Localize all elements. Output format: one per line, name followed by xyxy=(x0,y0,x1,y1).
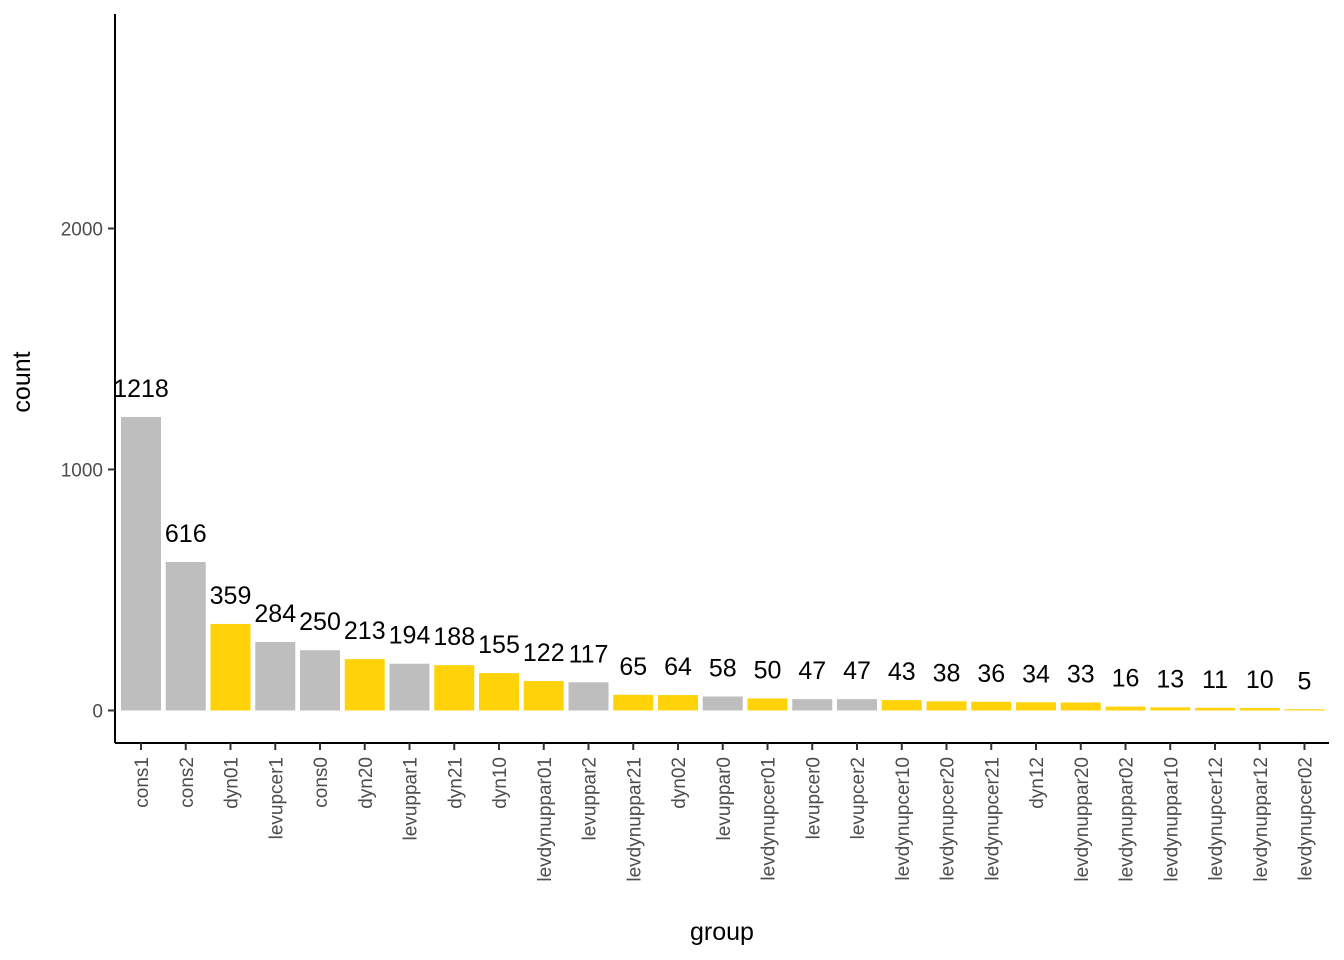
x-tick-label-levupcer0: levupcer0 xyxy=(803,757,824,839)
bar-levuppar2 xyxy=(568,682,609,711)
data-label-levupcer0: 47 xyxy=(798,657,826,685)
x-tick-label-levdynupcer10: levdynupcer10 xyxy=(893,757,914,881)
data-label-cons0: 250 xyxy=(299,608,341,636)
data-label-cons1: 1218 xyxy=(113,375,169,403)
data-label-levdynupcer20: 38 xyxy=(933,659,961,687)
x-axis-title: group xyxy=(690,918,754,946)
y-tick-label-2000: 2000 xyxy=(61,219,103,240)
data-label-dyn12: 34 xyxy=(1022,660,1050,688)
bar-levdynupcer10 xyxy=(881,700,922,711)
y-axis-title: count xyxy=(8,351,36,412)
bar-levdynuppar21 xyxy=(613,694,654,711)
y-tick-label-0: 0 xyxy=(92,701,103,722)
bar-dyn01 xyxy=(210,623,251,711)
data-label-levuppar2: 117 xyxy=(569,640,609,668)
data-label-levdynuppar02: 16 xyxy=(1112,665,1140,693)
bar-levdynuppar12 xyxy=(1239,708,1280,711)
bar-levdynuppar02 xyxy=(1105,706,1146,711)
data-label-levdynuppar10: 13 xyxy=(1156,665,1184,693)
x-tick-label-levdynupcer01: levdynupcer01 xyxy=(759,757,780,881)
data-label-levdynupcer02: 5 xyxy=(1298,667,1312,695)
data-label-levdynupcer21: 36 xyxy=(977,660,1005,688)
x-tick-label-levupcer2: levupcer2 xyxy=(848,757,869,839)
bar-levdynuppar01 xyxy=(523,681,564,711)
x-tick-label-cons1: cons1 xyxy=(132,757,153,808)
bar-levdynuppar20 xyxy=(1060,702,1101,711)
bar-levuppar0 xyxy=(702,696,743,711)
data-label-levdynuppar01: 122 xyxy=(523,639,565,667)
data-label-dyn02: 64 xyxy=(664,653,692,681)
data-label-levupcer2: 47 xyxy=(843,657,871,685)
data-label-dyn10: 155 xyxy=(478,631,520,659)
bar-levdynupcer21 xyxy=(971,701,1012,711)
x-tick-label-levdynupcer20: levdynupcer20 xyxy=(938,757,959,881)
bar-cons0 xyxy=(300,650,340,711)
bar-levdynupcer01 xyxy=(747,698,788,711)
bar-dyn12 xyxy=(1016,702,1056,711)
data-label-levdynuppar21: 65 xyxy=(619,653,647,681)
bar-levupcer2 xyxy=(837,699,877,711)
bars-group xyxy=(121,416,1325,711)
x-tick-label-cons2: cons2 xyxy=(177,757,198,808)
bar-levdynupcer12 xyxy=(1195,707,1235,711)
x-tick-label-dyn01: dyn01 xyxy=(222,757,243,809)
x-tick-label-levdynuppar21: levdynuppar21 xyxy=(624,757,645,882)
x-tick-label-levuppar1: levuppar1 xyxy=(401,757,422,840)
bar-dyn10 xyxy=(479,673,519,711)
data-label-levdynupcer10: 43 xyxy=(888,658,916,686)
y-tick-label-1000: 1000 xyxy=(61,460,103,481)
x-tick-label-levdynuppar20: levdynuppar20 xyxy=(1072,757,1093,882)
bar-cons2 xyxy=(165,562,206,711)
x-tick-label-levdynupcer12: levdynupcer12 xyxy=(1206,757,1227,881)
data-label-levdynuppar20: 33 xyxy=(1067,661,1095,689)
x-tick-label-levdynuppar02: levdynuppar02 xyxy=(1117,757,1138,882)
x-tick-label-levdynupcer02: levdynupcer02 xyxy=(1296,757,1317,881)
x-tick-label-levuppar0: levuppar0 xyxy=(714,757,735,840)
bar-levuppar1 xyxy=(389,663,430,711)
bar-levupcer0 xyxy=(792,699,833,711)
x-tick-label-levdynuppar01: levdynuppar01 xyxy=(535,757,556,882)
data-label-cons2: 616 xyxy=(165,520,207,548)
data-label-levuppar0: 58 xyxy=(709,654,737,682)
bar-levdynupcer20 xyxy=(926,701,967,711)
x-tick-label-dyn20: dyn20 xyxy=(356,757,377,809)
data-label-levdynupcer12: 11 xyxy=(1202,666,1228,694)
x-tick-label-dyn12: dyn12 xyxy=(1027,757,1048,809)
bar-levupcer1 xyxy=(255,642,296,711)
data-label-levupcer1: 284 xyxy=(254,600,296,628)
bar-cons1 xyxy=(121,416,161,711)
x-tick-label-dyn02: dyn02 xyxy=(669,757,690,809)
x-tick-label-levdynuppar12: levdynuppar12 xyxy=(1251,757,1272,882)
data-label-levdynupcer01: 50 xyxy=(754,656,782,684)
x-tick-label-levdynuppar10: levdynuppar10 xyxy=(1161,757,1182,882)
data-label-dyn21: 188 xyxy=(433,623,475,651)
data-label-levuppar1: 194 xyxy=(389,622,431,650)
x-tick-label-dyn21: dyn21 xyxy=(445,757,466,809)
x-ticks-group: cons1 cons2 dyn01 levupcer1 cons0 dyn20 levupp… xyxy=(132,743,1317,882)
data-label-levdynuppar12: 10 xyxy=(1246,666,1274,694)
x-tick-label-levupcer1: levupcer1 xyxy=(266,757,287,839)
y-ticks-group: 0 1000 2000 xyxy=(61,219,115,722)
bar-dyn02 xyxy=(658,695,698,711)
bar-dyn20 xyxy=(344,659,385,711)
bar-dyn21 xyxy=(434,665,475,711)
data-label-dyn20: 213 xyxy=(344,617,386,645)
data-label-dyn01: 359 xyxy=(210,582,252,610)
bar-levdynuppar10 xyxy=(1150,707,1191,711)
x-tick-label-dyn10: dyn10 xyxy=(490,757,511,809)
x-tick-label-levuppar2: levuppar2 xyxy=(580,757,601,840)
x-tick-label-levdynupcer21: levdynupcer21 xyxy=(982,757,1003,881)
x-tick-label-cons0: cons0 xyxy=(311,757,332,808)
bar-levdynupcer02 xyxy=(1284,709,1325,711)
